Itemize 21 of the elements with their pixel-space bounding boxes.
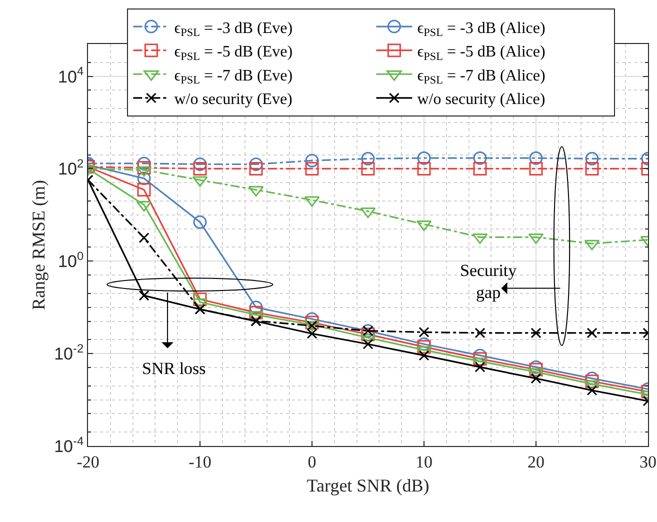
legend-label: ϵ$_{PSL}$ = -7 dB (Alice) (417, 67, 546, 87)
annotation: Security gap (460, 261, 518, 302)
x-tick-label: -10 (188, 452, 212, 472)
x-axis-title: Target SNR (dB) (306, 476, 430, 496)
y-tick-label: 10$^{-2}$ (54, 341, 84, 364)
y-axis-title: Range RMSE (m) (28, 180, 48, 310)
legend-label: w/o security (Alice) (417, 91, 546, 108)
legend-label: ϵ$_{PSL}$ = -3 dB (Alice) (417, 20, 546, 40)
legend-label: ϵ$_{PSL}$ = -3 dB (Eve) (174, 20, 293, 40)
x-tick-label: 20 (528, 452, 544, 472)
legend-label: ϵ$_{PSL}$ = -5 dB (Alice) (417, 44, 546, 63)
x-tick-label: 10 (416, 452, 432, 472)
legend-label: w/o security (Eve) (174, 91, 292, 108)
x-tick-label: 0 (308, 452, 316, 472)
y-tick-label: 10$^{4}$ (58, 64, 84, 86)
y-tick-label: 10$^{2}$ (58, 156, 84, 179)
y-tick-label: 10$^{0}$ (58, 248, 84, 272)
legend-label: ϵ$_{PSL}$ = -5 dB (Eve) (174, 44, 293, 63)
annotation: SNR loss (142, 359, 206, 378)
legend-label: ϵ$_{PSL}$ = -7 dB (Eve) (174, 67, 293, 87)
x-tick-label: 30 (640, 452, 656, 472)
